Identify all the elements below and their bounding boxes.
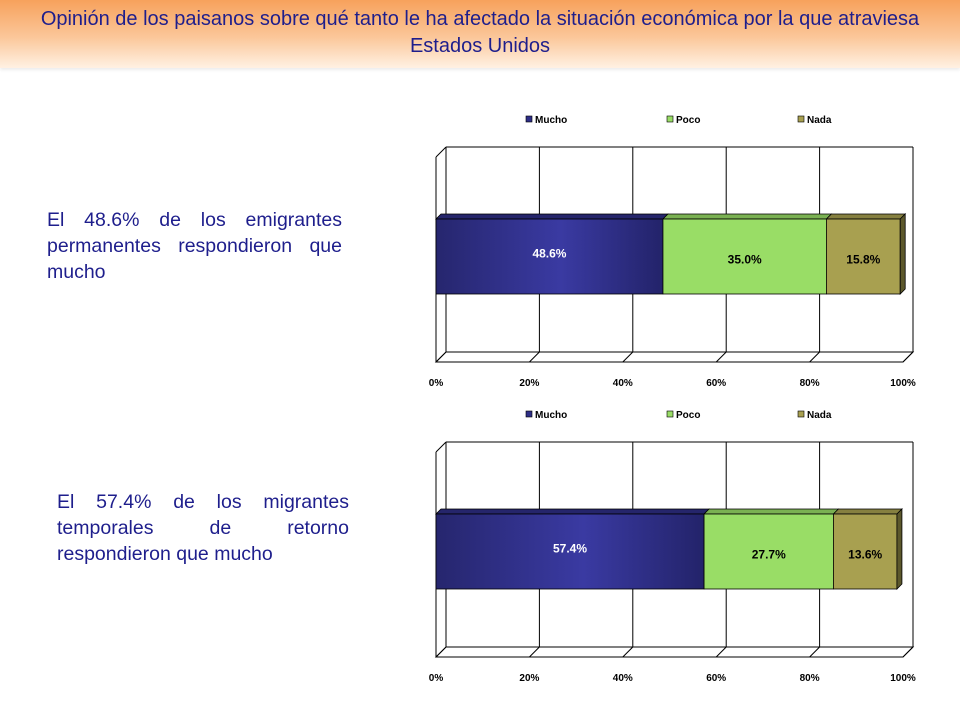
- x-tick-label: 20%: [519, 673, 539, 684]
- floor-gridline: [715, 351, 727, 363]
- x-tick-label: 20%: [519, 378, 539, 389]
- floor-gridline: [622, 351, 634, 363]
- bar-top-nada: [825, 213, 907, 220]
- floor-gridline: [902, 351, 914, 363]
- data-label-poco: 35.0%: [728, 253, 762, 267]
- legend-swatch-mucho: [525, 115, 533, 123]
- floor-gridline: [529, 646, 540, 658]
- legend-swatch-nada: [797, 410, 805, 418]
- bar-segment-mucho: [435, 513, 705, 590]
- floor: [434, 646, 915, 658]
- bar-side-nada: [896, 508, 903, 590]
- chart-temporary-migrants: Mucho Poco Nada 0% 20% 40% 60% 80% 100% 57.4% 27.7…: [429, 410, 916, 684]
- floor-gridline: [435, 351, 447, 363]
- title-bar: Opinión de los paisanos sobre qué tanto …: [0, 0, 960, 68]
- y-axis-top-connector: [435, 441, 447, 453]
- legend-swatch-mucho: [525, 410, 533, 418]
- bar-top-nada: [832, 508, 903, 515]
- floor-gridline: [809, 351, 820, 363]
- x-tick-label: 60%: [706, 378, 726, 389]
- page-title: Opinión de los paisanos sobre qué tanto …: [40, 8, 920, 57]
- floor-gridline: [715, 646, 727, 658]
- x-tick-label: 100%: [890, 378, 916, 389]
- data-label-mucho: 48.6%: [532, 247, 566, 261]
- x-tick-label: 100%: [890, 673, 916, 684]
- x-tick-label: 40%: [613, 378, 633, 389]
- legend-label-nada: Nada: [807, 115, 832, 126]
- floor: [434, 351, 915, 363]
- x-tick-label: 0%: [429, 378, 444, 389]
- x-tick-label: 80%: [800, 378, 820, 389]
- bar-top-mucho: [435, 508, 711, 515]
- legend-label-nada: Nada: [807, 410, 832, 421]
- chart-permanent-emigrants: Mucho Poco Nada 0% 20% 40% 60% 80% 100% 48.6% 35.0…: [429, 115, 916, 389]
- data-label-nada: 15.8%: [846, 253, 880, 267]
- bar-top-poco: [703, 508, 840, 515]
- legend-label-poco: Poco: [676, 410, 700, 421]
- legend-label-poco: Poco: [676, 115, 700, 126]
- x-tick-label: 40%: [613, 673, 633, 684]
- x-tick-label: 60%: [706, 673, 726, 684]
- bar-segment-nada: [826, 218, 901, 295]
- floor-gridline: [809, 646, 820, 658]
- floor-gridline: [622, 646, 634, 658]
- x-tick-label: 0%: [429, 673, 444, 684]
- caption-temporary-migrants: El 57.4% de los migrantes temporales de …: [57, 491, 349, 565]
- legend-label-mucho: Mucho: [535, 410, 567, 421]
- floor-gridline: [529, 351, 540, 363]
- bar-segment-poco: [703, 513, 834, 590]
- bar-top-poco: [661, 213, 833, 220]
- legend-swatch-nada: [797, 115, 805, 123]
- data-label-poco: 27.7%: [752, 548, 786, 562]
- bar-segment-nada: [833, 513, 898, 590]
- floor-gridline: [902, 646, 914, 658]
- legend-label-mucho: Mucho: [535, 115, 567, 126]
- bar-top-mucho: [435, 213, 669, 220]
- floor-gridline: [435, 646, 447, 658]
- x-tick-label: 80%: [800, 673, 820, 684]
- legend-swatch-poco: [666, 410, 674, 418]
- data-label-nada: 13.6%: [848, 548, 882, 562]
- bar-side-nada: [899, 213, 906, 295]
- data-label-mucho: 57.4%: [553, 542, 587, 556]
- legend-swatch-poco: [666, 115, 674, 123]
- caption-permanent-emigrants: El 48.6% de los emigrantes permanentes r…: [47, 209, 342, 283]
- y-axis-top-connector: [435, 146, 447, 158]
